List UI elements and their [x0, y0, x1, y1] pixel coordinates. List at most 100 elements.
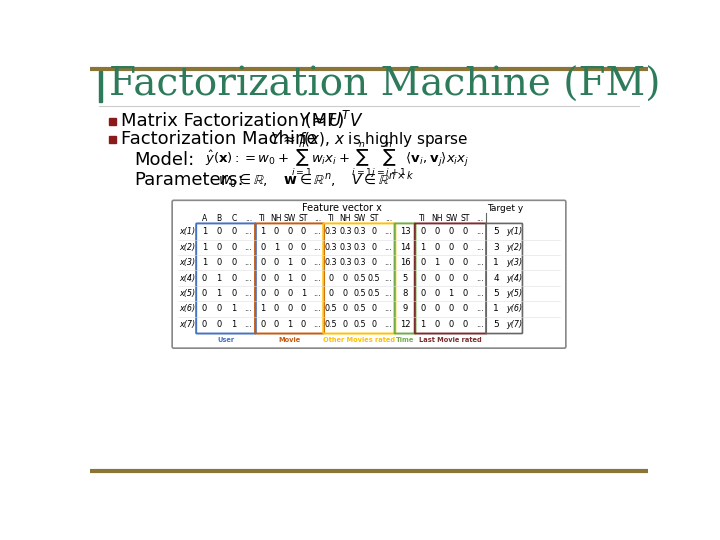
Text: $Y \approx U^T V$: $Y \approx U^T V$ — [297, 111, 364, 131]
Text: 1: 1 — [274, 243, 279, 252]
Text: y(2): y(2) — [506, 243, 522, 252]
Text: Other Movies rated: Other Movies rated — [323, 337, 395, 343]
Text: 1: 1 — [287, 258, 292, 267]
Text: 0: 0 — [231, 258, 236, 267]
Text: 0: 0 — [463, 320, 468, 329]
Text: 0.5: 0.5 — [354, 289, 366, 298]
Text: 0: 0 — [274, 289, 279, 298]
Text: 5: 5 — [493, 289, 499, 298]
Text: 0.5: 0.5 — [368, 274, 380, 282]
Text: 0: 0 — [217, 243, 222, 252]
Text: 0: 0 — [343, 320, 348, 329]
Text: A: A — [202, 214, 207, 224]
Text: y(6): y(6) — [506, 305, 522, 313]
Text: ...: ... — [313, 258, 321, 267]
Text: ST: ST — [461, 214, 470, 224]
Text: 16: 16 — [400, 258, 410, 267]
Text: ...: ... — [384, 227, 392, 237]
Text: ...: ... — [476, 274, 484, 282]
Text: x(1): x(1) — [179, 227, 195, 237]
Text: 0: 0 — [372, 305, 377, 313]
Text: 0: 0 — [420, 289, 426, 298]
Text: 0: 0 — [434, 305, 439, 313]
Text: 0: 0 — [449, 227, 454, 237]
Text: SW: SW — [445, 214, 457, 224]
Text: 14: 14 — [400, 243, 410, 252]
Text: 0.3: 0.3 — [354, 227, 366, 237]
Text: ...: ... — [313, 274, 321, 282]
Text: 0: 0 — [202, 289, 207, 298]
Text: 0: 0 — [434, 320, 439, 329]
Text: $Y \approx f(x)$, $x$ is highly sparse: $Y \approx f(x)$, $x$ is highly sparse — [270, 130, 468, 149]
Text: SW: SW — [284, 214, 296, 224]
Text: 1: 1 — [217, 289, 222, 298]
Text: 0: 0 — [301, 258, 306, 267]
Text: 0: 0 — [449, 305, 454, 313]
Text: 0: 0 — [217, 258, 222, 267]
Text: 0.5: 0.5 — [354, 320, 366, 329]
Text: ...: ... — [314, 214, 321, 224]
Text: 0.5: 0.5 — [325, 320, 338, 329]
Text: Last Movie rated: Last Movie rated — [420, 337, 482, 343]
Text: 0.3: 0.3 — [339, 258, 351, 267]
Text: Movie: Movie — [279, 337, 301, 343]
Text: ...: ... — [245, 243, 253, 252]
Text: Matrix Factorization (MF): Matrix Factorization (MF) — [121, 112, 344, 130]
Text: 0: 0 — [301, 305, 306, 313]
Text: x(7): x(7) — [179, 320, 195, 329]
Text: 0: 0 — [274, 305, 279, 313]
Text: 0: 0 — [449, 320, 454, 329]
Text: ...: ... — [384, 320, 392, 329]
Text: 1: 1 — [493, 305, 499, 313]
Text: 1: 1 — [202, 243, 207, 252]
Text: 0: 0 — [463, 289, 468, 298]
Text: 1: 1 — [217, 274, 222, 282]
Text: 1: 1 — [231, 320, 236, 329]
Text: NH: NH — [431, 214, 443, 224]
Text: ...: ... — [476, 227, 484, 237]
Text: ...: ... — [313, 320, 321, 329]
Text: ...: ... — [384, 274, 392, 282]
Text: 0: 0 — [217, 320, 222, 329]
Text: Parameters:: Parameters: — [134, 171, 244, 188]
Text: x(3): x(3) — [179, 258, 195, 267]
Text: 0.3: 0.3 — [325, 227, 338, 237]
Text: 1: 1 — [202, 258, 207, 267]
Text: ...: ... — [245, 227, 253, 237]
Text: 0: 0 — [301, 243, 306, 252]
Text: 0: 0 — [449, 274, 454, 282]
Text: 0: 0 — [434, 289, 439, 298]
Text: ...: ... — [384, 305, 392, 313]
Text: 9: 9 — [402, 305, 408, 313]
Text: 1: 1 — [260, 305, 265, 313]
Text: ...: ... — [313, 305, 321, 313]
Text: 1: 1 — [420, 243, 426, 252]
Text: ...: ... — [476, 243, 484, 252]
Text: 0: 0 — [287, 289, 292, 298]
Text: 0: 0 — [231, 289, 236, 298]
Text: 0.5: 0.5 — [368, 289, 380, 298]
Text: Model:: Model: — [134, 151, 194, 169]
Text: 0: 0 — [328, 274, 333, 282]
Bar — [109, 137, 116, 143]
Text: 0: 0 — [463, 274, 468, 282]
Text: 0: 0 — [372, 320, 377, 329]
Text: 0: 0 — [231, 227, 236, 237]
Text: 0.3: 0.3 — [339, 243, 351, 252]
Text: 0: 0 — [343, 289, 348, 298]
Text: 0: 0 — [420, 227, 426, 237]
Text: TI: TI — [328, 214, 335, 224]
Text: ...: ... — [245, 274, 253, 282]
Text: 0: 0 — [260, 243, 265, 252]
Text: y(1): y(1) — [506, 227, 522, 237]
Text: 0: 0 — [202, 305, 207, 313]
Text: x(6): x(6) — [179, 305, 195, 313]
Text: 0: 0 — [260, 274, 265, 282]
Text: NH: NH — [271, 214, 282, 224]
Text: 1: 1 — [434, 258, 439, 267]
Text: 8: 8 — [402, 289, 408, 298]
Text: 0: 0 — [420, 274, 426, 282]
Text: 0: 0 — [202, 320, 207, 329]
Text: 0: 0 — [449, 258, 454, 267]
Text: ...: ... — [476, 289, 484, 298]
